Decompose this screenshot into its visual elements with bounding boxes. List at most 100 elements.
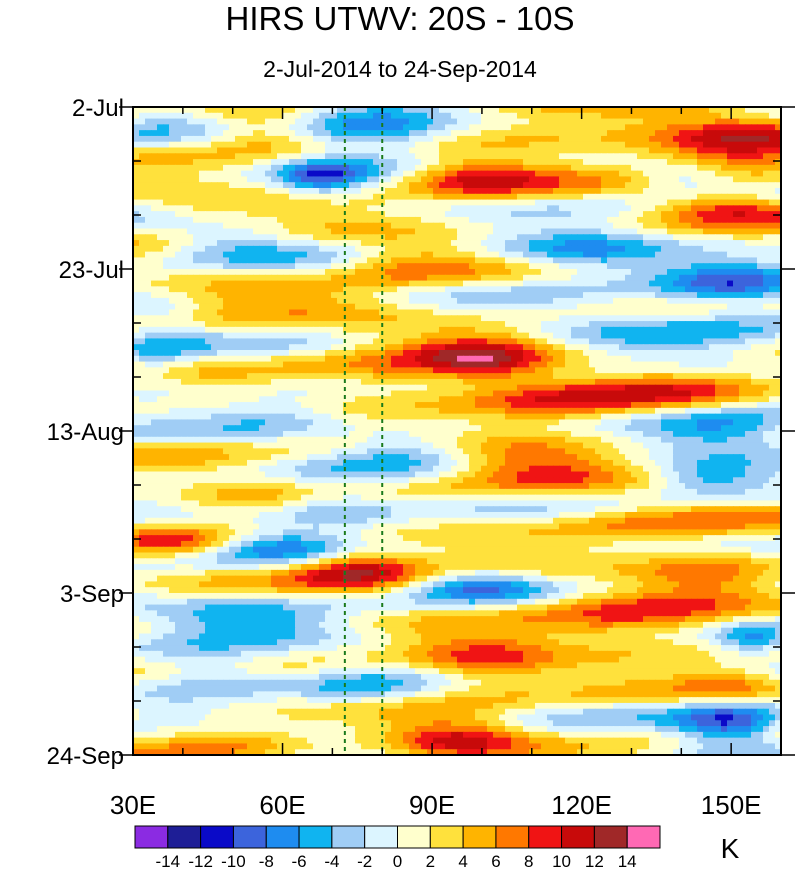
- heat-cell: [217, 135, 224, 143]
- heat-cell: [739, 245, 746, 253]
- heat-cell: [319, 188, 326, 195]
- heat-cell: [607, 240, 614, 247]
- heat-cell: [697, 188, 704, 195]
- heat-cell: [763, 315, 770, 322]
- heat-cell: [589, 164, 596, 172]
- heat-cell: [559, 234, 566, 241]
- heat-cell: [259, 170, 266, 178]
- heat-cell: [397, 182, 404, 189]
- heat-cell: [211, 297, 218, 305]
- heat-cell: [133, 274, 140, 282]
- heat-cell: [163, 124, 170, 131]
- heat-cell: [265, 286, 272, 293]
- heat-cell: [685, 222, 692, 230]
- heat-cell: [511, 338, 518, 345]
- heat-cell: [301, 263, 308, 270]
- heat-cell: [451, 118, 458, 125]
- heat-cell: [691, 367, 698, 374]
- heat-cell: [595, 124, 602, 131]
- heat-cell: [463, 274, 470, 282]
- heat-cell: [505, 153, 512, 160]
- heat-cell: [163, 130, 170, 137]
- heat-cell: [253, 321, 260, 328]
- heat-cell: [391, 245, 398, 253]
- heat-cell: [721, 182, 728, 189]
- heat-cell: [583, 332, 590, 340]
- heat-cell: [253, 355, 260, 363]
- heat-cell: [625, 338, 632, 345]
- heat-cell: [277, 315, 284, 322]
- heat-cell: [223, 361, 230, 368]
- heat-cell: [313, 286, 320, 293]
- heat-cell: [193, 135, 200, 143]
- heat-cell: [457, 222, 464, 230]
- heat-cell: [283, 182, 290, 189]
- heat-cell: [505, 216, 512, 224]
- heat-cell: [193, 205, 200, 212]
- heat-cell: [541, 147, 548, 154]
- heat-cell: [385, 170, 392, 178]
- heat-cell: [397, 135, 404, 143]
- heat-cell: [577, 321, 584, 328]
- heat-cell: [289, 107, 296, 114]
- heat-cell: [409, 297, 416, 305]
- heat-cell: [193, 338, 200, 345]
- heat-cell: [409, 286, 416, 293]
- heat-cell: [559, 332, 566, 340]
- heat-cell: [145, 216, 152, 224]
- heat-cell: [775, 361, 781, 368]
- heat-cell: [469, 147, 476, 154]
- heat-cell: [463, 188, 470, 195]
- heat-cell: [163, 303, 170, 311]
- heat-cell: [643, 211, 650, 218]
- heat-cell: [259, 332, 266, 340]
- heat-cell: [367, 130, 374, 137]
- heat-cell: [361, 228, 368, 235]
- heat-cell: [643, 170, 650, 178]
- heat-cell: [505, 280, 512, 287]
- heat-cell: [535, 234, 542, 241]
- heat-cell: [739, 274, 746, 282]
- heat-cell: [769, 228, 776, 235]
- heat-cell: [667, 153, 674, 160]
- heat-cell: [643, 205, 650, 212]
- heat-cell: [415, 315, 422, 322]
- heat-cell: [775, 153, 781, 160]
- heat-cell: [517, 141, 524, 149]
- heat-cell: [331, 107, 338, 114]
- heat-cell: [319, 303, 326, 311]
- heat-cell: [151, 373, 158, 380]
- heat-cell: [493, 188, 500, 195]
- heat-cell: [193, 193, 200, 201]
- heat-cell: [385, 274, 392, 282]
- heat-cell: [709, 251, 716, 259]
- heat-cell: [673, 124, 680, 131]
- heat-cell: [355, 367, 362, 374]
- heat-cell: [571, 147, 578, 154]
- heat-cell: [241, 199, 248, 206]
- heat-cell: [145, 164, 152, 172]
- heat-cell: [481, 228, 488, 235]
- heat-cell: [661, 350, 668, 357]
- heat-cell: [151, 367, 158, 374]
- heat-cell: [211, 286, 218, 293]
- heat-cell: [217, 367, 224, 374]
- heat-cell: [505, 234, 512, 241]
- heat-cell: [649, 355, 656, 363]
- heat-cell: [379, 222, 386, 230]
- heat-cell: [421, 269, 428, 276]
- heat-cell: [259, 205, 266, 212]
- heat-cell: [325, 332, 332, 340]
- heat-cell: [529, 274, 536, 282]
- heat-cell: [619, 280, 626, 287]
- heat-cell: [337, 315, 344, 322]
- heat-cell: [319, 228, 326, 235]
- heat-cell: [763, 107, 770, 114]
- heat-cell: [457, 153, 464, 160]
- heat-cell: [517, 182, 524, 189]
- heat-cell: [433, 147, 440, 154]
- heat-cell: [733, 350, 740, 357]
- heat-cell: [775, 263, 781, 270]
- heat-cell: [169, 355, 176, 363]
- heat-cell: [517, 332, 524, 340]
